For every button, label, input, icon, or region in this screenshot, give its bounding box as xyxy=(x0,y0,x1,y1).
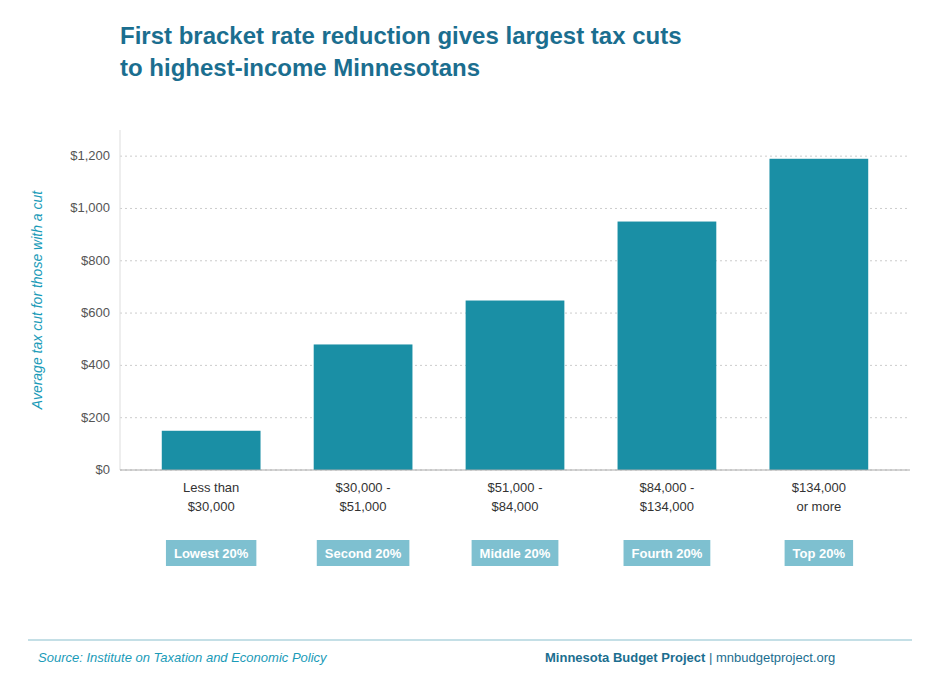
x-tick-label-line: or more xyxy=(796,499,841,514)
x-tick-label: $51,000 - $84,000 xyxy=(488,480,543,514)
sublabel: Lowest 20% xyxy=(166,540,256,566)
bars xyxy=(162,159,868,470)
chart: First bracket rate reduction gives large… xyxy=(0,0,940,690)
bar xyxy=(162,431,261,470)
grid-line xyxy=(120,156,910,157)
sublabel-text: Top 20% xyxy=(793,546,846,561)
footer-line xyxy=(28,639,912,641)
x-tick-label-line: $30,000 xyxy=(188,499,235,514)
grid-line xyxy=(120,470,910,471)
title-line: to highest-income Minnesotans xyxy=(120,54,480,81)
sublabel: Middle 20% xyxy=(472,540,559,566)
x-tick-label-line: $84,000 xyxy=(492,499,539,514)
credit-part: | xyxy=(705,650,716,665)
x-tick-label: $30,000 - $51,000 xyxy=(336,480,391,514)
x-axis-line xyxy=(120,470,910,471)
sublabel-text: Second 20% xyxy=(325,546,402,561)
y-tick-label: $0 xyxy=(96,462,110,477)
x-tick-label-line: $51,000 xyxy=(340,499,387,514)
sublabel: Fourth 20% xyxy=(624,540,711,566)
x-tick-label: $84,000 - $134,000 xyxy=(639,480,694,514)
y-tick-label: $1,000 xyxy=(70,200,110,215)
x-tick-label-line: $51,000 - xyxy=(488,480,543,495)
y-tick-label: $1,200 xyxy=(70,148,110,163)
grid xyxy=(120,156,910,470)
bar xyxy=(466,301,565,470)
x-tick-label: Less than $30,000 xyxy=(183,480,239,514)
y-tick-label: $800 xyxy=(81,253,110,268)
x-tick-label-line: $84,000 - xyxy=(639,480,694,495)
y-tick-label: $200 xyxy=(81,410,110,425)
y-axis-label: Average tax cut for those with a cut xyxy=(29,190,45,411)
source: Source: Institute on Taxation and Econom… xyxy=(38,650,328,665)
credit-part: Minnesota Budget Project xyxy=(545,650,706,665)
sublabel: Top 20% xyxy=(785,540,854,566)
x-tick-label-line: $30,000 - xyxy=(336,480,391,495)
sublabel: Second 20% xyxy=(317,540,410,566)
credit-part: mnbudgetproject.org xyxy=(716,650,835,665)
sublabel-text: Fourth 20% xyxy=(632,546,703,561)
sublabel-box xyxy=(624,540,711,566)
bar xyxy=(769,159,868,470)
y-tick-label: $600 xyxy=(81,305,110,320)
x-tick-label-line: $134,000 xyxy=(792,480,846,495)
y-axis-line xyxy=(120,130,121,470)
title: First bracket rate reduction gives large… xyxy=(120,22,682,81)
sublabel-box xyxy=(317,540,410,566)
sublabel-box xyxy=(785,540,854,566)
y-tick-label: $400 xyxy=(81,357,110,372)
sublabel-text: Lowest 20% xyxy=(174,546,249,561)
title-line: First bracket rate reduction gives large… xyxy=(120,22,682,49)
sublabel-box xyxy=(166,540,256,566)
x-tick-label: $134,000 or more xyxy=(792,480,846,514)
bar xyxy=(314,344,413,470)
sublabel-text: Middle 20% xyxy=(480,546,551,561)
x-tick-label-line: Less than xyxy=(183,480,239,495)
credit: Minnesota Budget Project | mnbudgetproje… xyxy=(545,650,835,665)
sublabel-box xyxy=(472,540,559,566)
bar xyxy=(618,222,717,470)
x-tick-label-line: $134,000 xyxy=(640,499,694,514)
